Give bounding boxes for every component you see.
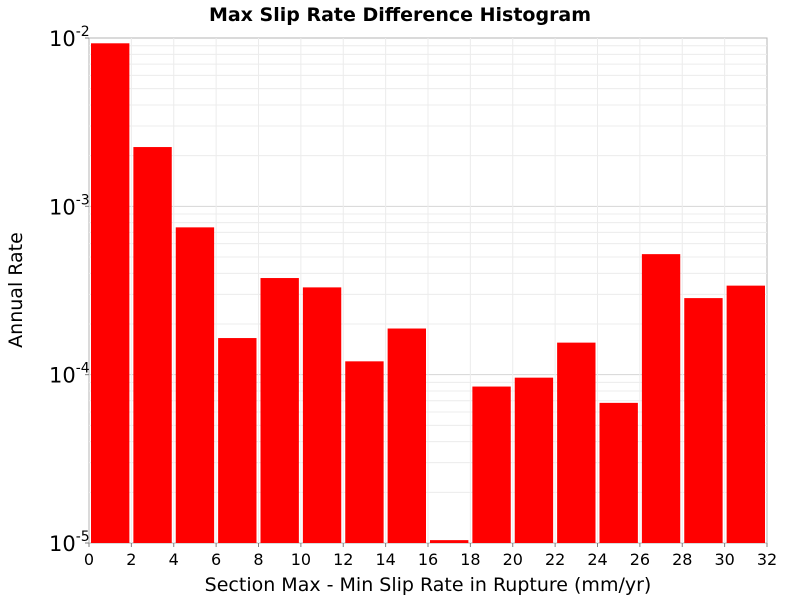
histogram-bar [684,298,723,543]
bar-series [91,43,765,544]
x-tick-label: 32 [757,550,777,569]
x-tick-label: 18 [460,550,480,569]
x-tick-label: 16 [418,550,438,569]
histogram-bar [175,227,215,543]
x-tick-label: 30 [714,550,734,569]
histogram-bar [218,338,257,543]
x-tick-label: 2 [126,550,136,569]
x-tick-label: 20 [503,550,523,569]
x-axis-label: Section Max - Min Slip Rate in Rupture (… [205,574,652,596]
histogram-bar [641,254,681,543]
chart-title: Max Slip Rate Difference Histogram [209,4,591,26]
histogram-bar [599,402,638,543]
y-tick-label: 10-4 [49,361,90,388]
histogram-bar [91,43,130,544]
x-axis-ticks: 0 2 4 6 8 10 12 14 16 18 20 22 24 26 28 30 32 [84,543,777,569]
x-tick-label: 6 [211,550,221,569]
x-tick-label: 4 [169,550,179,569]
y-axis-ticks: 10-5 10-4 10-3 10-2 [49,24,90,556]
histogram-bar [345,361,384,543]
y-tick-label: 10-3 [49,192,90,219]
y-tick-label: 10-5 [49,529,90,556]
x-tick-label: 12 [333,550,353,569]
histogram-bar [133,147,172,544]
x-tick-label: 24 [587,550,607,569]
x-tick-label: 26 [630,550,650,569]
histogram-bar [514,377,554,543]
y-axis-label: Annual Rate [5,232,27,348]
x-tick-label: 8 [253,550,263,569]
x-tick-label: 0 [84,550,94,569]
y-tick-label: 10-2 [49,24,90,51]
histogram-bar [726,285,765,543]
x-tick-label: 22 [545,550,565,569]
histogram-bar [430,540,469,543]
histogram-bar [472,386,511,543]
histogram-bar [302,287,342,543]
histogram-bar [387,328,426,543]
histogram-bar [260,278,299,543]
x-tick-label: 14 [375,550,395,569]
x-tick-label: 10 [291,550,311,569]
x-tick-label: 28 [672,550,692,569]
histogram-bar [557,342,596,543]
